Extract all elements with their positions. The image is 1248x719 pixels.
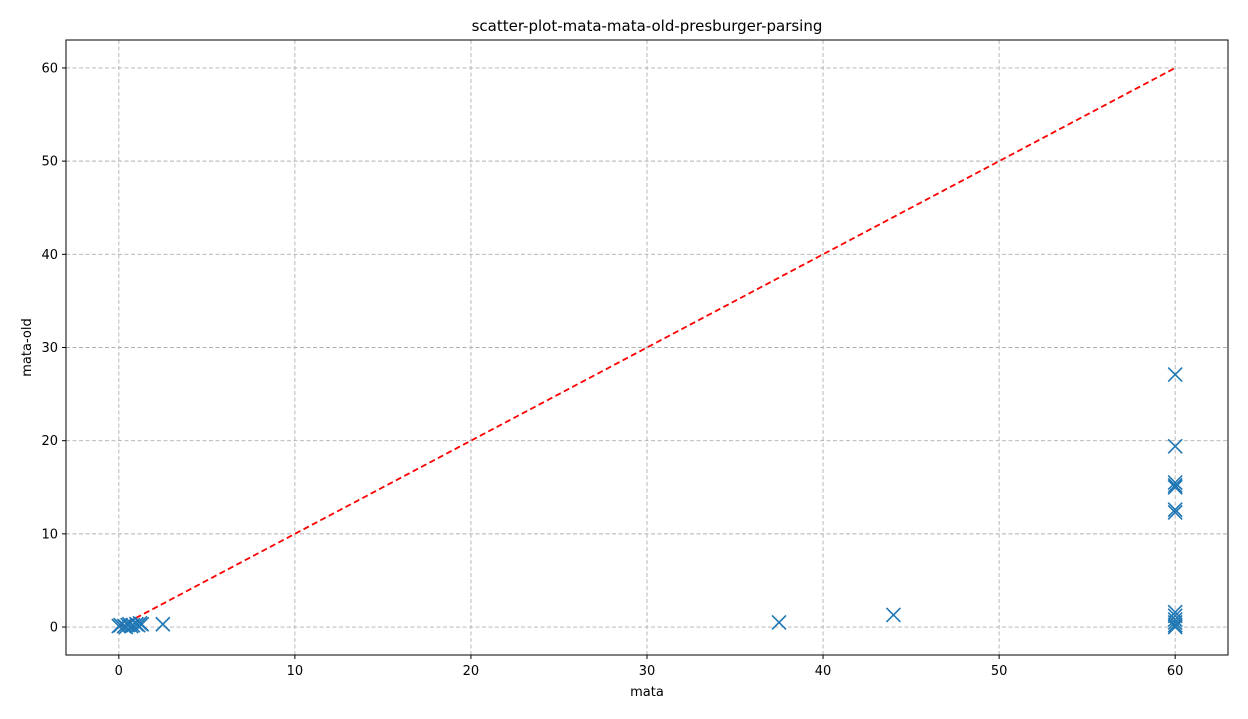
- axis-ticks: 0 10 20 30 40 50 60 0 10 20 30 40 50 60: [41, 61, 1183, 679]
- data-point-0-19: [1167, 479, 1183, 495]
- data-point-0-15: [1167, 366, 1183, 383]
- x-tick-label-0: 0: [115, 664, 123, 679]
- y-tick-label-6: 60: [41, 61, 58, 76]
- chart-title: scatter-plot-mata-mata-old-presburger-pa…: [472, 17, 823, 35]
- x-tick-label-1: 10: [287, 664, 304, 679]
- x-tick-label-3: 30: [639, 664, 656, 679]
- data-point-0-17: [1167, 475, 1183, 491]
- data-points: [111, 366, 1183, 635]
- y-axis-label: mata-old: [20, 318, 35, 376]
- data-point-0-14: [885, 607, 902, 623]
- data-point-0-12: [155, 616, 171, 632]
- y-tick-label-2: 20: [41, 434, 58, 449]
- data-point-0-16: [1167, 438, 1183, 454]
- data-point-0-18: [1167, 477, 1183, 493]
- data-point-0-26: [1167, 617, 1183, 633]
- data-point-0-11: [123, 618, 139, 634]
- data-point-0-20: [1167, 502, 1183, 518]
- data-point-0-13: [771, 614, 787, 630]
- y-tick-label-0: 0: [50, 621, 58, 636]
- grid-lines: [66, 40, 1228, 655]
- data-point-0-24: [1167, 612, 1183, 628]
- data-point-0-27: [1167, 619, 1183, 635]
- data-point-0-10: [118, 619, 134, 635]
- y-tick-label-4: 40: [41, 248, 58, 263]
- y-tick-label-5: 50: [41, 155, 58, 170]
- data-point-0-21: [1167, 504, 1183, 520]
- y-tick-label-3: 30: [41, 341, 58, 356]
- x-tick-label-5: 50: [991, 664, 1008, 679]
- x-tick-label-2: 20: [463, 664, 480, 679]
- x-tick-label-6: 60: [1167, 664, 1184, 679]
- x-axis-label: mata: [630, 685, 664, 700]
- y-tick-label-1: 10: [41, 527, 58, 542]
- x-tick-label-4: 40: [815, 664, 832, 679]
- data-point-0-25: [1167, 614, 1183, 630]
